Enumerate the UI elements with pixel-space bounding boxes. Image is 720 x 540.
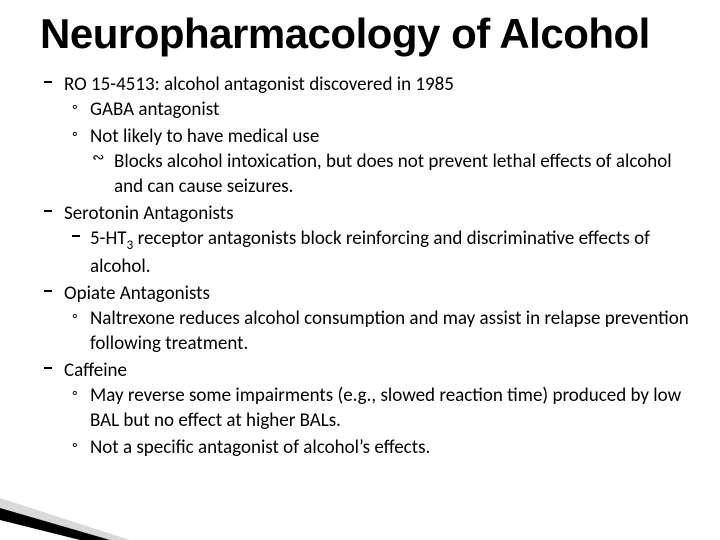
corner-icon	[0, 490, 150, 540]
slide-container: Neuropharmacology of Alcohol RO 15-4513:…	[0, 0, 720, 540]
bullet-ro15: RO 15-4513: alcohol antagonist discovere…	[40, 72, 690, 199]
bullet-caffeine: Caffeine May reverse some impairments (e…	[40, 358, 690, 460]
serotonin-text: Serotonin Antagonists	[64, 202, 234, 225]
sub-reverse: May reverse some impairments (e.g., slow…	[70, 383, 690, 433]
opiate-text: Opiate Antagonists	[64, 282, 210, 305]
caffeine-text: Caffeine	[64, 359, 127, 382]
sub-medical: Not likely to have medical use Blocks al…	[70, 124, 690, 199]
subsub-blocks: Blocks alcohol intoxication, but does no…	[92, 149, 690, 199]
title-text: Neuropharmacology of Alcohol	[40, 10, 650, 57]
bullet-list: RO 15-4513: alcohol antagonist discovere…	[40, 72, 690, 460]
slide-title: Neuropharmacology of Alcohol	[40, 10, 690, 58]
sub-notspecific: Not a specific antagonist of alcohol’s e…	[70, 435, 690, 460]
sub-gaba: GABA antagonist	[70, 97, 690, 122]
corner-decoration	[0, 490, 150, 540]
bullet-serotonin: Serotonin Antagonists 5-HT3 receptor ant…	[40, 201, 690, 279]
content-area: RO 15-4513: alcohol antagonist discovere…	[40, 72, 690, 460]
sub-naltrexone: Naltrexone reduces alcohol consumption a…	[70, 306, 690, 356]
ro15-text: RO 15-4513: alcohol antagonist discovere…	[64, 73, 454, 96]
sub-5ht3: 5-HT3 receptor antagonists block reinfor…	[70, 226, 690, 278]
bullet-opiate: Opiate Antagonists Naltrexone reduces al…	[40, 281, 690, 356]
